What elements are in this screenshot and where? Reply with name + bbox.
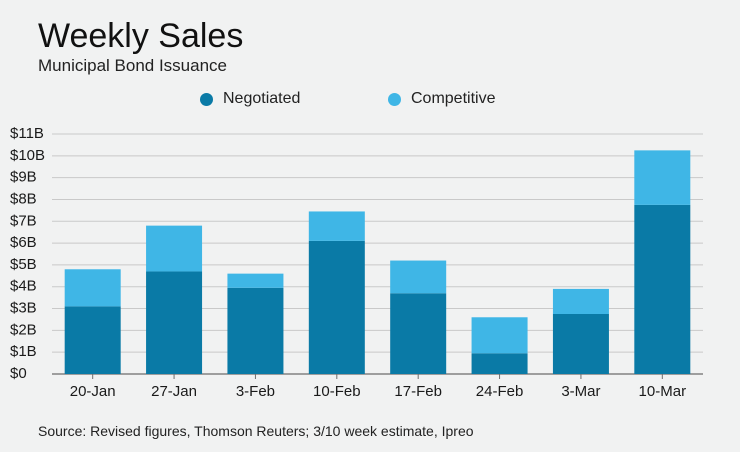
y-tick-label: $11B — [10, 125, 44, 142]
x-tick-label: 17-Feb — [394, 383, 442, 400]
source-note: Source: Revised figures, Thomson Reuters… — [38, 423, 474, 439]
chart-title: Weekly Sales — [38, 17, 244, 55]
bar-negotiated — [227, 287, 284, 374]
x-tick-label: 27-Jan — [151, 383, 197, 400]
legend-item-negotiated: Negotiated — [200, 90, 300, 108]
y-tick-label: $1B — [10, 343, 37, 360]
y-tick-label: $3B — [10, 300, 37, 317]
bar-competitive — [634, 150, 691, 205]
y-tick-label: $8B — [10, 190, 37, 207]
x-tick-label: 3-Mar — [561, 383, 600, 400]
bar-competitive — [552, 288, 609, 314]
legend-swatch-negotiated — [200, 92, 213, 106]
bar-negotiated — [471, 353, 528, 374]
x-tick-label: 24-Feb — [476, 383, 524, 400]
bar-competitive — [64, 269, 121, 307]
legend: Negotiated Competitive — [0, 90, 740, 110]
legend-label-competitive: Competitive — [411, 90, 496, 107]
x-tick-label: 20-Jan — [70, 383, 116, 400]
bar-negotiated — [552, 314, 609, 374]
bar-competitive — [471, 317, 528, 354]
x-tick-label: 10-Mar — [639, 383, 687, 400]
bar-negotiated — [64, 306, 121, 374]
bar-negotiated — [308, 240, 365, 374]
bar-negotiated — [146, 271, 203, 374]
bar-competitive — [227, 273, 284, 288]
chart-subtitle: Municipal Bond Issuance — [38, 56, 228, 75]
y-tick-label: $5B — [10, 256, 37, 273]
bar-competitive — [390, 260, 447, 294]
bar-negotiated — [390, 293, 447, 374]
y-tick-label: $7B — [10, 212, 37, 229]
bar-negotiated — [634, 204, 691, 374]
y-tick-label: $6B — [10, 234, 37, 251]
y-tick-label: $2B — [10, 321, 37, 338]
bar-competitive — [308, 211, 365, 241]
y-tick-label: $0 — [10, 365, 27, 382]
legend-item-competitive: Competitive — [388, 90, 495, 108]
y-tick-label: $10B — [10, 147, 45, 164]
legend-label-negotiated: Negotiated — [223, 90, 301, 107]
bar-competitive — [146, 225, 203, 272]
legend-swatch-competitive — [388, 92, 401, 106]
y-tick-label: $4B — [10, 278, 37, 295]
y-tick-label: $9B — [10, 169, 37, 186]
x-tick-label: 3-Feb — [236, 383, 275, 400]
x-tick-label: 10-Feb — [313, 383, 361, 400]
